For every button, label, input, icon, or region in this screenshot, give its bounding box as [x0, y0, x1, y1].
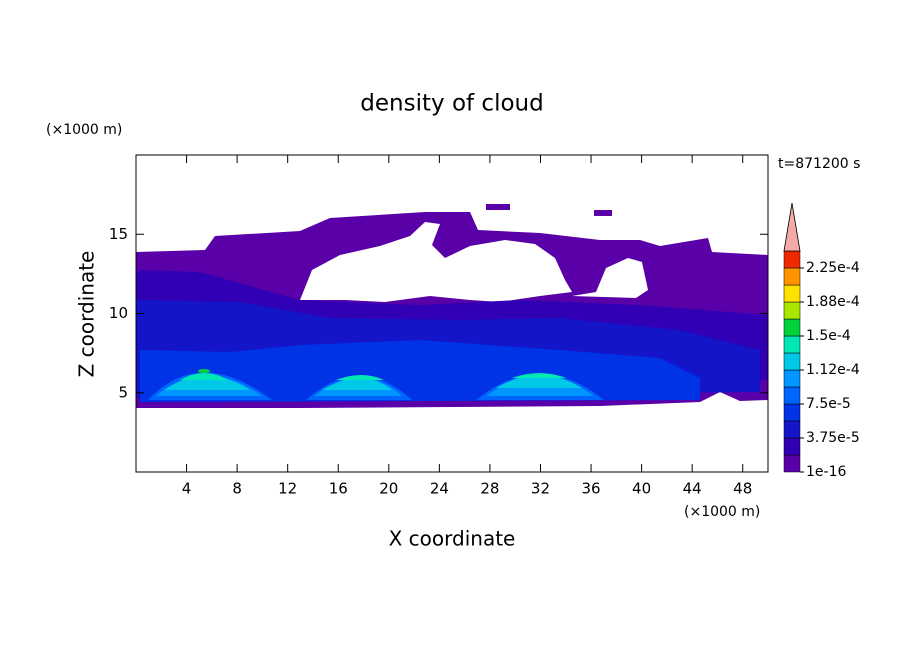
colorbar-tick-label: 1.12e-4 [806, 362, 860, 378]
colorbar-band [783, 301, 801, 320]
x-tick-label: 12 [278, 480, 297, 498]
chart-title: density of cloud [360, 91, 543, 117]
colorbar-tick-label: 2.25e-4 [806, 260, 860, 276]
colorbar-band [783, 267, 801, 286]
colorbar-band [783, 403, 801, 422]
colorbar-tick-label: 1.5e-4 [806, 328, 851, 344]
contour-field [136, 204, 768, 408]
x-unit: (×1000 m) [684, 504, 760, 520]
x-tick-label: 20 [379, 480, 398, 498]
cloud-region [164, 375, 582, 390]
x-tick-label: 24 [430, 480, 449, 498]
x-tick-label: 8 [232, 480, 242, 498]
colorbar-band [783, 250, 801, 269]
colorbar-extend [783, 202, 801, 252]
x-tick-label: 44 [683, 480, 702, 498]
colorbar-band [783, 369, 801, 388]
x-tick-label: 40 [632, 480, 651, 498]
colorbar-band [783, 352, 801, 371]
cloud-region [594, 210, 612, 216]
cloud-region [486, 204, 510, 210]
colorbar-band [783, 318, 801, 337]
colorbar-band [783, 386, 801, 405]
x-tick-label: 48 [733, 480, 752, 498]
x-axis-label: X coordinate [389, 527, 516, 551]
colorbar-tick-label: 7.5e-5 [806, 396, 851, 412]
time-label: t=871200 s [778, 156, 860, 172]
colorbar-tick-label: 1.88e-4 [806, 294, 860, 310]
y-tick-label: 15 [109, 225, 128, 243]
colorbar-tick-label: 1e-16 [806, 464, 846, 480]
y-unit: (×1000 m) [46, 122, 122, 138]
colorbar-tick-label: 3.75e-5 [806, 430, 860, 446]
y-tick-label: 10 [109, 304, 128, 322]
colorbar-band [783, 454, 801, 473]
y-tick-label: 5 [118, 383, 128, 401]
colorbar-band [783, 420, 801, 439]
clear-region [300, 222, 572, 302]
clear-region [572, 258, 648, 298]
x-tick-label: 16 [329, 480, 348, 498]
y-axis-label: Z coordinate [75, 251, 99, 378]
cloud-region [198, 369, 210, 373]
colorbar-band [783, 437, 801, 456]
colorbar-band [783, 335, 801, 354]
x-tick-label: 28 [480, 480, 499, 498]
cloud-region [180, 373, 566, 380]
x-tick-label: 4 [182, 480, 192, 498]
colorbar-band [783, 284, 801, 303]
x-tick-label: 32 [531, 480, 550, 498]
x-tick-label: 36 [581, 480, 600, 498]
